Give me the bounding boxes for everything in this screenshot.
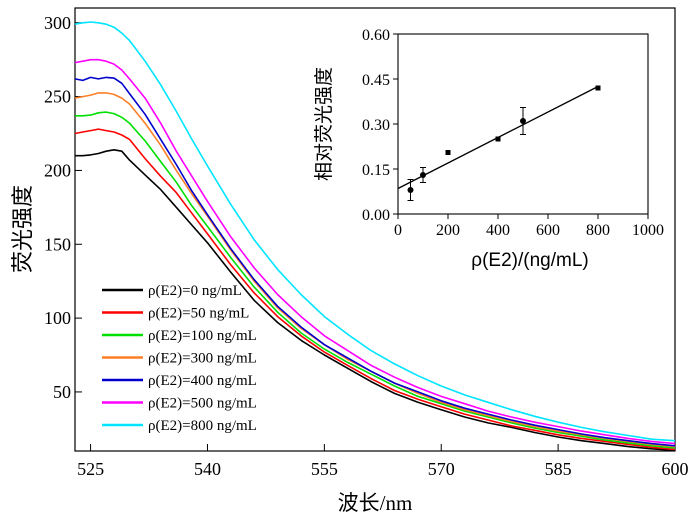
- inset-x-tick-label-0: 0: [394, 222, 402, 239]
- inset-x-tick-label-200: 200: [436, 222, 460, 239]
- series-line-2: [75, 111, 676, 449]
- main-x-axis-label: 波长/nm: [338, 491, 413, 515]
- legend: ρ(E2)=0 ng/mL ρ(E2)=50 ng/mL ρ(E2)=100 ng/…: [102, 283, 257, 434]
- main-plot-frame: [74, 7, 676, 452]
- y-tick-label-300: 300: [44, 13, 71, 33]
- inset-point-5: [595, 85, 601, 91]
- inset-axes-ticks: 0 200 400 600 800 1000 0.00 0.15 0.30 0.45 0.60: [362, 27, 664, 239]
- y-tick-label-100: 100: [44, 308, 71, 328]
- inset-point-2: [445, 150, 451, 155]
- x-tick-label-600: 600: [662, 459, 689, 479]
- x-tick-label-570: 570: [428, 459, 455, 479]
- inset-point-1: [420, 172, 426, 178]
- y-tick-label-250: 250: [44, 87, 71, 107]
- inset-chart: 0 200 400 600 800 1000 0.00 0.15 0.30 0.45 0.60 ρ(…: [313, 27, 664, 271]
- legend-label-2: ρ(E2)=100 ng/mL: [148, 328, 257, 344]
- inset-x-tick-label-600: 600: [536, 222, 560, 239]
- legend-label-1: ρ(E2)=50 ng/mL: [148, 306, 249, 322]
- series-line-6: [74, 21, 676, 442]
- legend-label-6: ρ(E2)=800 ng/mL: [148, 418, 257, 434]
- y-tick-label-50: 50: [53, 382, 71, 402]
- legend-label-4: ρ(E2)=400 ng/mL: [148, 373, 257, 389]
- x-tick-label-585: 585: [545, 459, 572, 479]
- x-tick-label-525: 525: [77, 459, 104, 479]
- inset-x-tick-label-1000: 1000: [632, 222, 664, 239]
- inset-point-4: [520, 118, 526, 124]
- inset-point-3: [495, 136, 501, 142]
- series-line-5: [74, 58, 676, 445]
- series-line-1: [74, 128, 676, 451]
- legend-label-3: ρ(E2)=300 ng/mL: [148, 351, 257, 367]
- inset-y-tick-label-3: 0.45: [362, 72, 390, 89]
- y-tick-label-150: 150: [44, 234, 71, 254]
- x-tick-label-540: 540: [194, 459, 221, 479]
- inset-x-tick-label-400: 400: [486, 222, 510, 239]
- main-axes-ticks: 525 540 555 570 585 600 50 100 150 200 250 300: [44, 13, 689, 479]
- series-line-3: [74, 92, 676, 448]
- x-tick-label-555: 555: [311, 459, 338, 479]
- y-tick-label-200: 200: [44, 160, 71, 180]
- inset-y-tick-label-1: 0.15: [362, 162, 390, 179]
- main-series-lines: [74, 21, 676, 452]
- series-line-4: [74, 76, 676, 447]
- inset-y-axis-label: 相对荧光强度: [313, 67, 335, 181]
- inset-y-tick-label-4: 0.60: [362, 27, 390, 44]
- inset-y-tick-label-2: 0.30: [362, 117, 390, 134]
- main-y-axis-label: 荧光强度: [10, 185, 35, 273]
- inset-x-tick-label-800: 800: [586, 222, 610, 239]
- legend-label-5: ρ(E2)=500 ng/mL: [148, 396, 257, 412]
- inset-point-0: [407, 187, 414, 193]
- legend-label-0: ρ(E2)=0 ng/mL: [148, 283, 242, 299]
- inset-y-tick-label-0: 0.00: [362, 207, 390, 224]
- inset-x-axis-label: ρ(E2)/(ng/mL): [471, 250, 588, 271]
- series-line-0: [75, 149, 676, 452]
- inset-data-points: [407, 85, 601, 201]
